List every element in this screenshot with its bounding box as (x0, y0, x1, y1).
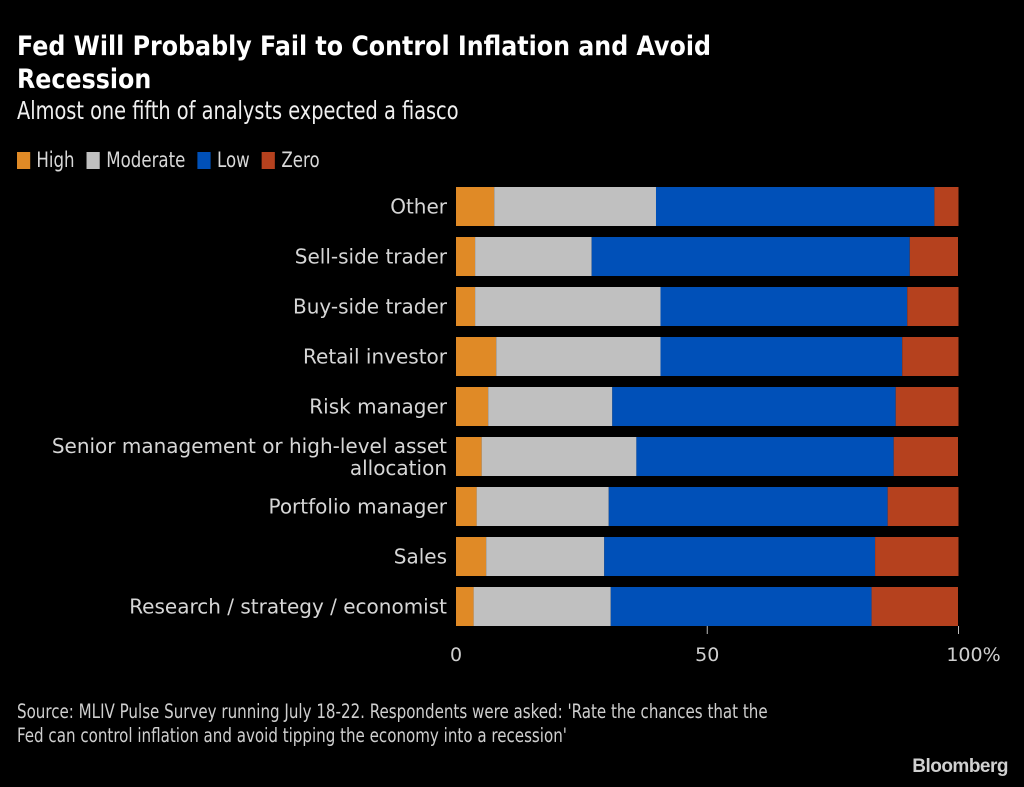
x-tick-label-100: 100% (946, 644, 1000, 666)
bar-segment-zero-sales (875, 537, 959, 576)
legend-item-moderate: Moderate (86, 148, 186, 172)
bar-segment-moderate-sell-side-trader (475, 237, 592, 276)
bar-segment-zero-other (934, 187, 959, 226)
legend-item-zero: Zero (262, 148, 320, 172)
x-tick-label-0: 0 (450, 644, 462, 666)
bar-segment-moderate-other (494, 187, 656, 226)
bar-segment-low-senior-management-or-high-level-asset-allocation (636, 437, 894, 476)
bar-segment-low-research-strategy-economist (610, 587, 872, 626)
bar-segment-high-sell-side-trader (456, 237, 476, 276)
legend-swatch-low (197, 151, 211, 169)
legend-label-zero: Zero (281, 148, 320, 172)
bar-segment-high-portfolio-manager (456, 487, 477, 526)
bar-segment-moderate-sales (486, 537, 605, 576)
bar-segment-zero-senior-management-or-high-level-asset-allocation (893, 437, 958, 476)
x-tick-label-50: 50 (695, 644, 719, 666)
category-label-sell-side-trader: Sell-side trader (295, 245, 448, 269)
bar-segment-zero-buy-side-trader (907, 287, 959, 326)
legend-swatch-high (17, 151, 31, 169)
bar-segment-moderate-buy-side-trader (475, 287, 661, 326)
category-label-senior-management-or-high-level-asset-allocation: Senior management or high-level asset all… (52, 434, 447, 480)
bar-segment-zero-research-strategy-economist (871, 587, 958, 626)
category-label-sales: Sales (394, 545, 447, 569)
category-label-other: Other (390, 195, 448, 219)
bar-segment-high-retail-investor (456, 337, 497, 376)
legend-item-low: Low (197, 148, 250, 172)
bar-segment-low-sell-side-trader (591, 237, 910, 276)
bar-segment-moderate-risk-manager (488, 387, 613, 426)
category-label-retail-investor: Retail investor (303, 345, 448, 369)
bloomberg-logo: Bloomberg (912, 756, 1008, 777)
bar-segment-zero-retail-investor (902, 337, 959, 376)
category-label-portfolio-manager: Portfolio manager (268, 495, 447, 519)
bar-segment-moderate-retail-investor (496, 337, 661, 376)
bar-segment-high-buy-side-trader (456, 287, 476, 326)
legend: High Moderate Low Zero (17, 148, 332, 172)
legend-label-low: Low (217, 148, 250, 172)
bar-segment-high-risk-manager (456, 387, 489, 426)
legend-label-high: High (36, 148, 75, 172)
bar-segment-low-portfolio-manager (608, 487, 888, 526)
bar-segment-moderate-portfolio-manager (476, 487, 609, 526)
bar-segment-high-other (456, 187, 495, 226)
chart-subtitle: Almost one fifth of analysts expected a … (17, 96, 459, 125)
bar-segment-moderate-research-strategy-economist (473, 587, 611, 626)
category-label-research-strategy-economist: Research / strategy / economist (129, 595, 447, 619)
category-label-buy-side-trader: Buy-side trader (293, 295, 448, 319)
bar-segment-low-buy-side-trader (660, 287, 908, 326)
bar-segment-high-research-strategy-economist (456, 587, 474, 626)
bar-segment-low-sales (604, 537, 876, 576)
chart-title: Fed Will Probably Fail to Control Inflat… (17, 31, 712, 95)
legend-swatch-moderate (86, 151, 101, 169)
bar-segment-moderate-senior-management-or-high-level-asset-allocation (481, 437, 637, 476)
category-label-risk-manager: Risk manager (309, 395, 447, 419)
source-note: Source: MLIV Pulse Survey running July 1… (17, 700, 768, 747)
bar-segment-high-senior-management-or-high-level-asset-allocation (456, 437, 482, 476)
bar-segment-high-sales (456, 537, 487, 576)
legend-label-moderate: Moderate (106, 148, 186, 172)
legend-item-high: High (17, 148, 75, 172)
bar-segment-low-risk-manager (612, 387, 896, 426)
bar-segment-zero-sell-side-trader (909, 237, 958, 276)
bar-segment-zero-portfolio-manager (887, 487, 959, 526)
bar-segment-zero-risk-manager (895, 387, 959, 426)
legend-swatch-zero (262, 151, 276, 169)
bar-segment-low-other (655, 187, 935, 226)
bar-segment-low-retail-investor (660, 337, 903, 376)
